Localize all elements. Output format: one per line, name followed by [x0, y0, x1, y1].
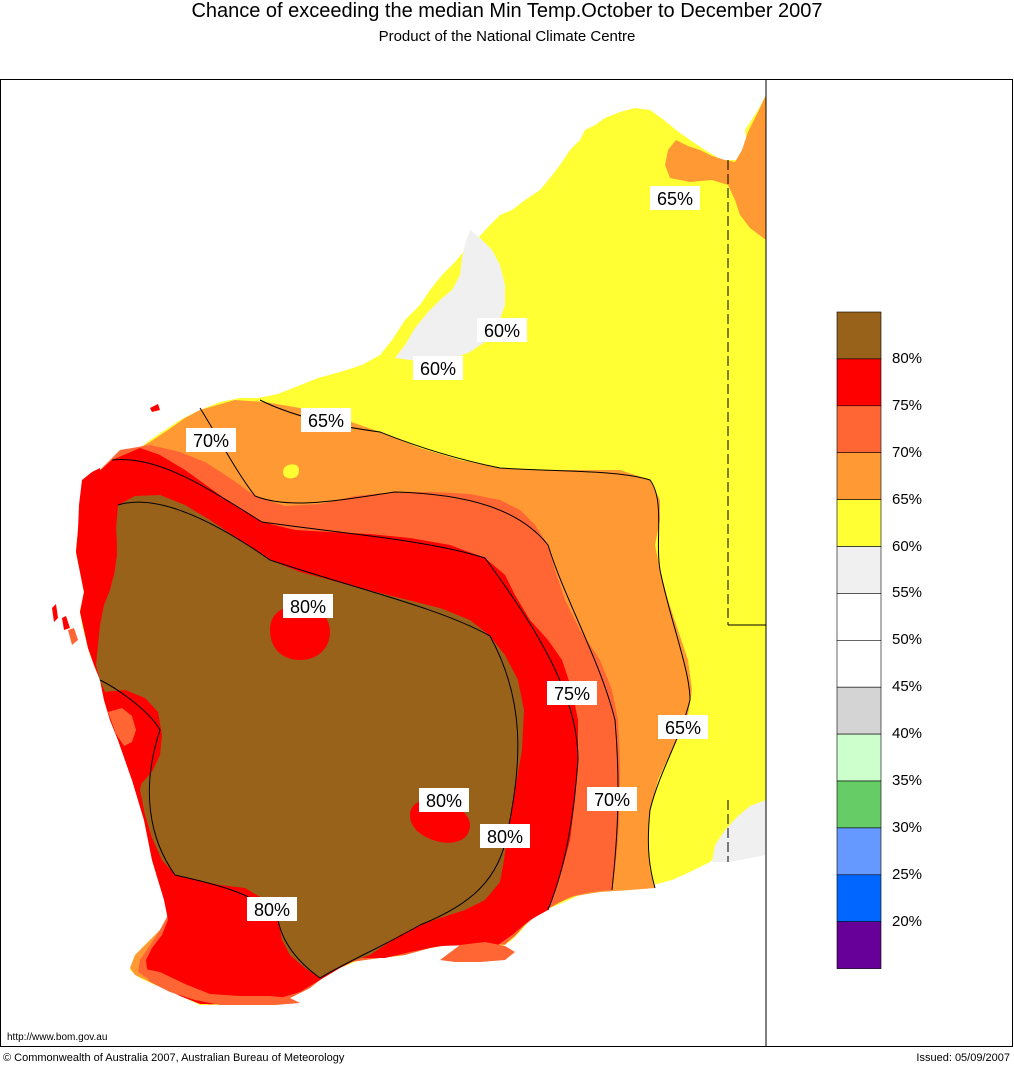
legend-swatch: [836, 733, 882, 782]
legend-swatch: [836, 358, 882, 407]
region-60-65-island: [283, 464, 299, 479]
legend-label: 45%: [892, 678, 923, 695]
legend-swatch: [836, 686, 882, 735]
label-east-75: 75%: [554, 684, 590, 704]
legend-swatch: [836, 452, 882, 500]
legend-swatch: [836, 827, 882, 876]
label-inland-80: 80%: [290, 597, 326, 617]
legend-label: 35%: [892, 772, 923, 789]
region-70-75-southwest: [140, 968, 300, 1005]
legend-label: 70%: [892, 444, 923, 461]
legend-color-bar: [836, 311, 882, 969]
map-frame: [0, 79, 1013, 1047]
legend-swatch: [836, 874, 882, 922]
label-southwest-80: 80%: [254, 900, 290, 920]
map-subtitle: Product of the National Climate Centre: [378, 28, 636, 45]
label-south-80b: 80%: [487, 827, 523, 847]
region-80-plus: [96, 495, 524, 978]
legend-swatch: [836, 405, 882, 453]
legend-swatch: [836, 780, 882, 829]
label-pilbara-60b: 60%: [420, 359, 456, 379]
legend-label: 60%: [892, 538, 923, 555]
label-south-80a: 80%: [426, 791, 462, 811]
legend-label: 20%: [892, 913, 923, 930]
island-3: [68, 628, 78, 645]
legend-label: 25%: [892, 866, 923, 883]
legend-label: 40%: [892, 725, 923, 742]
footer-issued-date: Issued: 05/09/2007: [916, 1052, 1010, 1064]
legend-swatch: [836, 921, 882, 969]
legend-label: 30%: [892, 819, 923, 836]
legend-label: 50%: [892, 631, 923, 648]
label-gascoyne-65: 65%: [308, 411, 344, 431]
island-4: [62, 616, 70, 630]
footer-url: http://www.bom.gov.au: [7, 1032, 108, 1043]
legend-label: 55%: [892, 584, 923, 601]
region-70-75-west: [108, 708, 136, 746]
map-title: Chance of exceeding the median Min Temp.…: [191, 0, 823, 22]
region-55-60-east: [712, 800, 766, 862]
island-1: [150, 404, 160, 412]
label-kimberley-65: 65%: [657, 189, 693, 209]
label-pilbara-60a: 60%: [484, 321, 520, 341]
label-east-70: 70%: [594, 790, 630, 810]
label-east-65: 65%: [665, 718, 701, 738]
legend-swatch: [836, 499, 882, 547]
legend-swatch: [836, 593, 882, 641]
region-70-75-south-coast: [440, 942, 515, 962]
region-75-80-coast: [78, 468, 120, 600]
label-coast-70: 70%: [193, 431, 229, 451]
region-75-80-island-1: [270, 605, 330, 660]
legend-swatch: [836, 311, 882, 360]
footer-copyright: © Commonwealth of Australia 2007, Austra…: [3, 1052, 345, 1064]
region-65-70-northeast: [665, 95, 766, 240]
contour-labels: 65% 60% 60% 65% 70% 80% 75% 65% 80% 70% …: [186, 186, 708, 921]
legend-swatch: [836, 546, 882, 594]
island-2: [52, 604, 58, 622]
legend-swatch: [836, 639, 882, 688]
legend-label: 80%: [892, 350, 923, 367]
legend-label: 65%: [892, 491, 923, 508]
legend-label: 75%: [892, 397, 923, 414]
